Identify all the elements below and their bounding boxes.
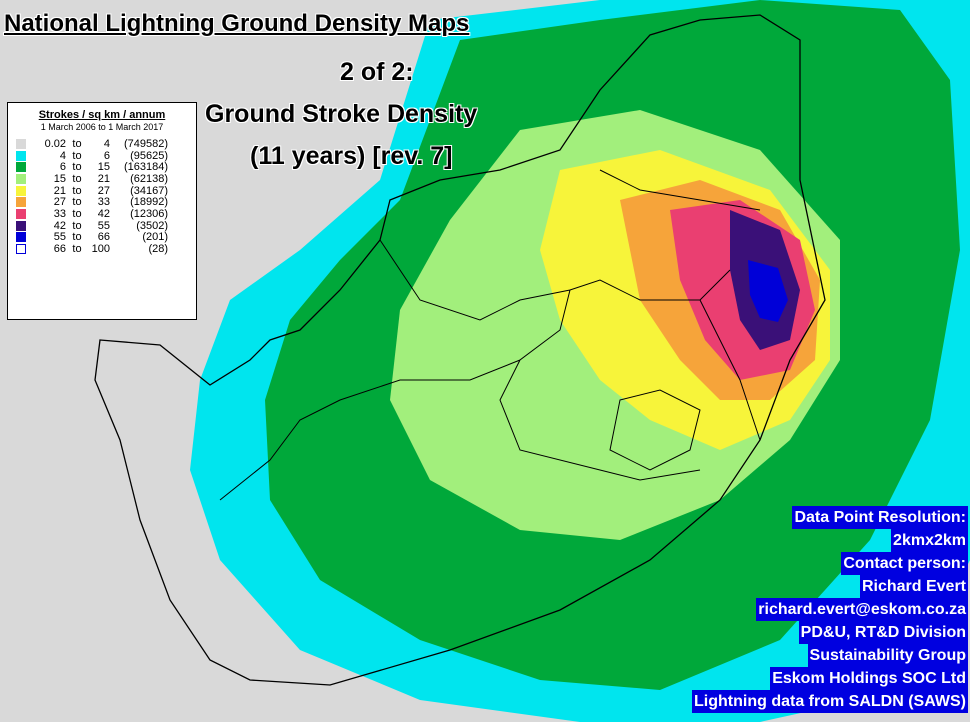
- legend-count: (12306): [130, 207, 168, 220]
- country-outline: [94, 14, 826, 686]
- legend-period: 1 March 2006 to 1 March 2017: [40, 122, 164, 132]
- legend-swatch: [16, 150, 26, 161]
- density-zone-55-66: [748, 260, 788, 322]
- legend-range-low: 33: [53, 207, 66, 220]
- province-boundaries: [219, 169, 761, 501]
- legend-range-high: 33: [97, 196, 110, 209]
- legend-range-high: 21: [97, 172, 110, 185]
- legend-row: 0.02 to 4 (749582): [16, 138, 188, 150]
- legend-range-low: 42: [53, 219, 66, 232]
- info-line: Eskom Holdings SOC Ltd: [770, 667, 968, 690]
- legend-range-high: 42: [97, 207, 110, 220]
- legend-swatch: [16, 197, 26, 208]
- legend-swatch: [16, 208, 26, 219]
- legend-range-low: 55: [53, 231, 66, 244]
- legend-range-high: 27: [97, 184, 110, 197]
- legend-count: (34167): [130, 184, 168, 197]
- legend-range-low: 0.02: [44, 137, 66, 150]
- info-line: Data Point Resolution:: [792, 506, 968, 529]
- legend-range-low: 4: [59, 149, 66, 162]
- legend-row: 66 to 100 (28): [16, 243, 188, 255]
- legend-swatch: [16, 185, 26, 196]
- legend-range-to: to: [72, 243, 82, 256]
- legend-range-low: 27: [53, 196, 66, 209]
- subtitle-line-2: Ground Stroke Density: [205, 100, 478, 128]
- subtitle-line-3: (11 years) [rev. 7]: [250, 142, 453, 170]
- legend-count: (28): [148, 243, 168, 256]
- legend-row: 4 to 6 (95625): [16, 150, 188, 162]
- legend-range-low: 21: [53, 184, 66, 197]
- legend-row: 15 to 21 (62138): [16, 173, 188, 185]
- legend-count: (95625): [130, 149, 168, 162]
- legend-range-high: 6: [103, 149, 110, 162]
- legend-range-high: 15: [97, 161, 110, 174]
- legend-swatch: [16, 232, 26, 243]
- legend-count: (62138): [130, 172, 168, 185]
- legend-range-high: 4: [103, 137, 110, 150]
- info-line: PD&U, RT&D Division: [798, 621, 968, 644]
- info-line: Lightning data from SALDN (SAWS): [692, 690, 968, 713]
- legend-count: (749582): [123, 137, 168, 150]
- legend-count: (18992): [130, 196, 168, 209]
- legend-range-high: 66: [97, 231, 110, 244]
- info-line: 2kmx2km: [891, 529, 968, 552]
- legend-range-to: to: [72, 161, 82, 174]
- legend-range-to: to: [72, 219, 82, 232]
- legend-range-high: 100: [91, 243, 110, 256]
- legend-range-to: to: [72, 172, 82, 185]
- legend-swatch: [16, 244, 26, 255]
- legend-row: 6 to 15 (163184): [16, 161, 188, 173]
- legend-range-to: to: [72, 137, 82, 150]
- legend-range-to: to: [72, 149, 82, 162]
- legend-range-low: 6: [59, 161, 66, 174]
- legend-range-to: to: [72, 196, 82, 209]
- legend-range-low: 15: [53, 172, 66, 185]
- legend-row: 42 to 55 (3502): [16, 220, 188, 232]
- info-line: Sustainability Group: [807, 644, 968, 667]
- legend-range-to: to: [72, 184, 82, 197]
- legend-count: (3502): [136, 219, 168, 232]
- info-line: Richard Evert: [859, 575, 968, 598]
- map-title: National Lightning Ground Density Maps: [4, 10, 470, 37]
- legend-swatch: [16, 162, 26, 173]
- legend-swatch: [16, 220, 26, 231]
- legend-row: 33 to 42 (12306): [16, 208, 188, 220]
- legend-count: (201): [142, 231, 168, 244]
- legend-range-to: to: [72, 231, 82, 244]
- legend-rows: 0.02 to 4 (749582) 4 to 6 (95625) 6 to 15 (163184) 1…: [16, 138, 188, 255]
- legend-range-to: to: [72, 207, 82, 220]
- legend-title: Strokes / sq km / annum: [38, 109, 166, 121]
- legend-row: 55 to 66 (201): [16, 231, 188, 244]
- legend-count: (163184): [123, 161, 168, 174]
- info-panel: Data Point Resolution: 2kmx2km Contact per…: [692, 506, 968, 713]
- subtitle-line-1: 2 of 2:: [340, 58, 414, 86]
- legend-row: 21 to 27 (34167): [16, 185, 188, 197]
- legend-row: 27 to 33 (18992): [16, 196, 188, 208]
- legend-swatch: [16, 173, 26, 184]
- legend-range-high: 55: [97, 219, 110, 232]
- legend-range-low: 66: [53, 243, 66, 256]
- map-legend: Strokes / sq km / annum 1 March 2006 to …: [7, 102, 197, 320]
- legend-swatch: [16, 138, 26, 149]
- info-line: richard.evert@eskom.co.za: [756, 598, 968, 621]
- info-line: Contact person:: [841, 552, 968, 575]
